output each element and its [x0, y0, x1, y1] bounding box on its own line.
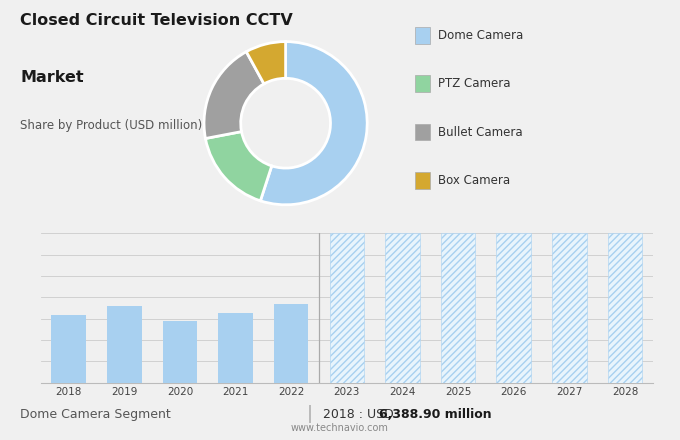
Wedge shape: [246, 42, 286, 84]
Bar: [330, 233, 364, 383]
Bar: [552, 233, 587, 383]
Text: 2018 : USD: 2018 : USD: [323, 408, 398, 421]
Bar: [385, 233, 420, 383]
Text: 6,388.90 million: 6,388.90 million: [379, 408, 492, 421]
Text: Closed Circuit Television CCTV: Closed Circuit Television CCTV: [20, 13, 293, 28]
Text: Box Camera: Box Camera: [438, 174, 510, 187]
Bar: [52, 315, 86, 383]
Text: Market: Market: [20, 70, 84, 85]
Text: Share by Product (USD million): Share by Product (USD million): [20, 119, 203, 132]
Text: PTZ Camera: PTZ Camera: [438, 77, 511, 90]
Text: |: |: [307, 406, 312, 423]
Bar: [163, 321, 197, 383]
Bar: [608, 233, 642, 383]
Wedge shape: [205, 132, 272, 201]
Wedge shape: [260, 42, 367, 205]
Text: Dome Camera: Dome Camera: [438, 29, 523, 42]
Bar: [496, 233, 531, 383]
Bar: [218, 313, 253, 383]
Text: Bullet Camera: Bullet Camera: [438, 125, 522, 139]
Text: www.technavio.com: www.technavio.com: [291, 423, 389, 433]
Bar: [441, 233, 475, 383]
Wedge shape: [204, 51, 264, 139]
Bar: [107, 306, 141, 383]
Text: Dome Camera Segment: Dome Camera Segment: [20, 408, 171, 421]
Bar: [274, 304, 309, 383]
